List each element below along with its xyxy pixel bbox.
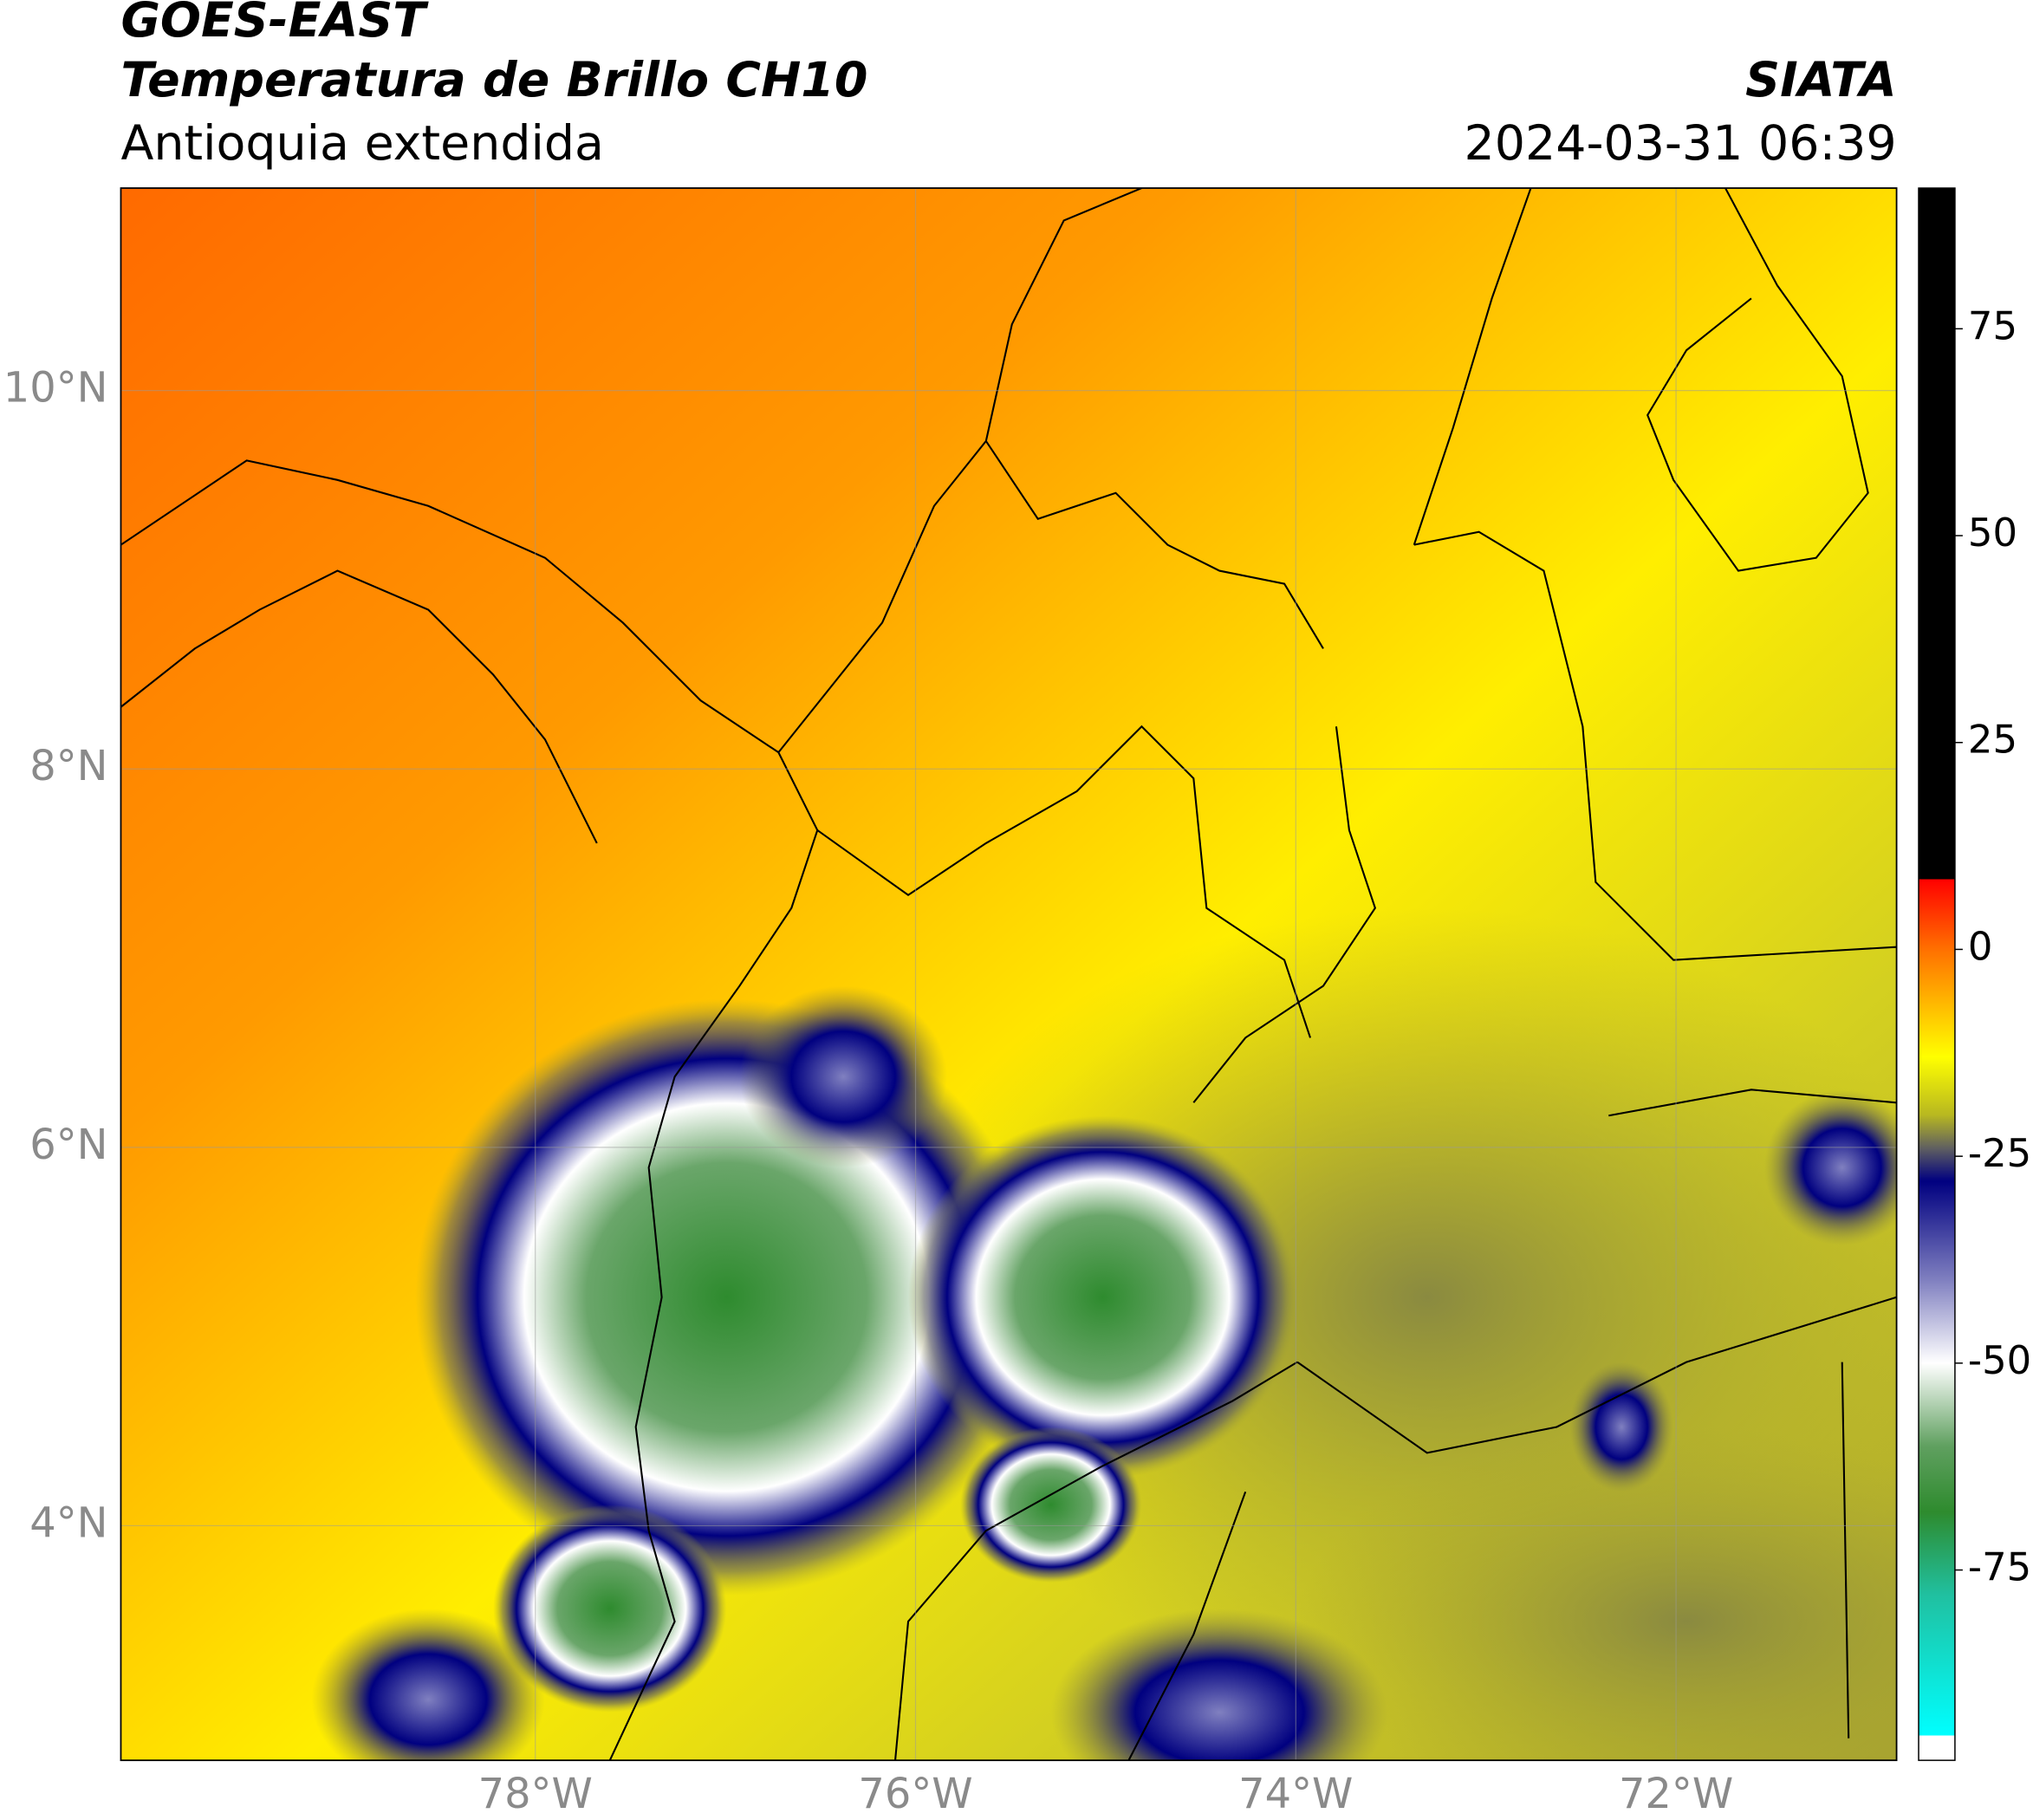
- y-tick-label: 10°N: [3, 365, 108, 413]
- x-tick-label: 74°W: [1238, 1771, 1353, 1818]
- x-tick-label: 76°W: [858, 1771, 972, 1818]
- colorbar-tick-label: 75: [1968, 302, 2017, 348]
- y-tick-label: 4°N: [29, 1499, 107, 1547]
- datetime: 2024-03-31 06:39: [1465, 116, 1897, 172]
- y-tick-label: 6°N: [29, 1121, 107, 1169]
- colorbar: [1918, 187, 1956, 1761]
- colorbar-tick-label: 50: [1968, 510, 2017, 556]
- colorbar-tick-label: -25: [1968, 1130, 2031, 1176]
- colorbar-tick-label: -75: [1968, 1544, 2031, 1590]
- source: SIATA: [1745, 53, 1896, 108]
- colorbar-tick-label: -50: [1968, 1337, 2031, 1383]
- x-tick-label: 72°W: [1619, 1771, 1733, 1818]
- colorbar-tick-label: 25: [1968, 717, 2017, 763]
- y-tick-label: 8°N: [29, 743, 107, 790]
- map-imagery: [120, 188, 1897, 1761]
- title-line2: Temperatura de Brillo CH10: [120, 53, 867, 108]
- x-tick-label: 78°W: [478, 1771, 593, 1818]
- map-frame: [120, 187, 1898, 1762]
- graticule: [120, 188, 1897, 1761]
- region: Antioquia extendida: [120, 116, 603, 172]
- title-line1: GOES-EAST: [120, 0, 429, 49]
- colorbar-tick-label: 0: [1968, 923, 1993, 969]
